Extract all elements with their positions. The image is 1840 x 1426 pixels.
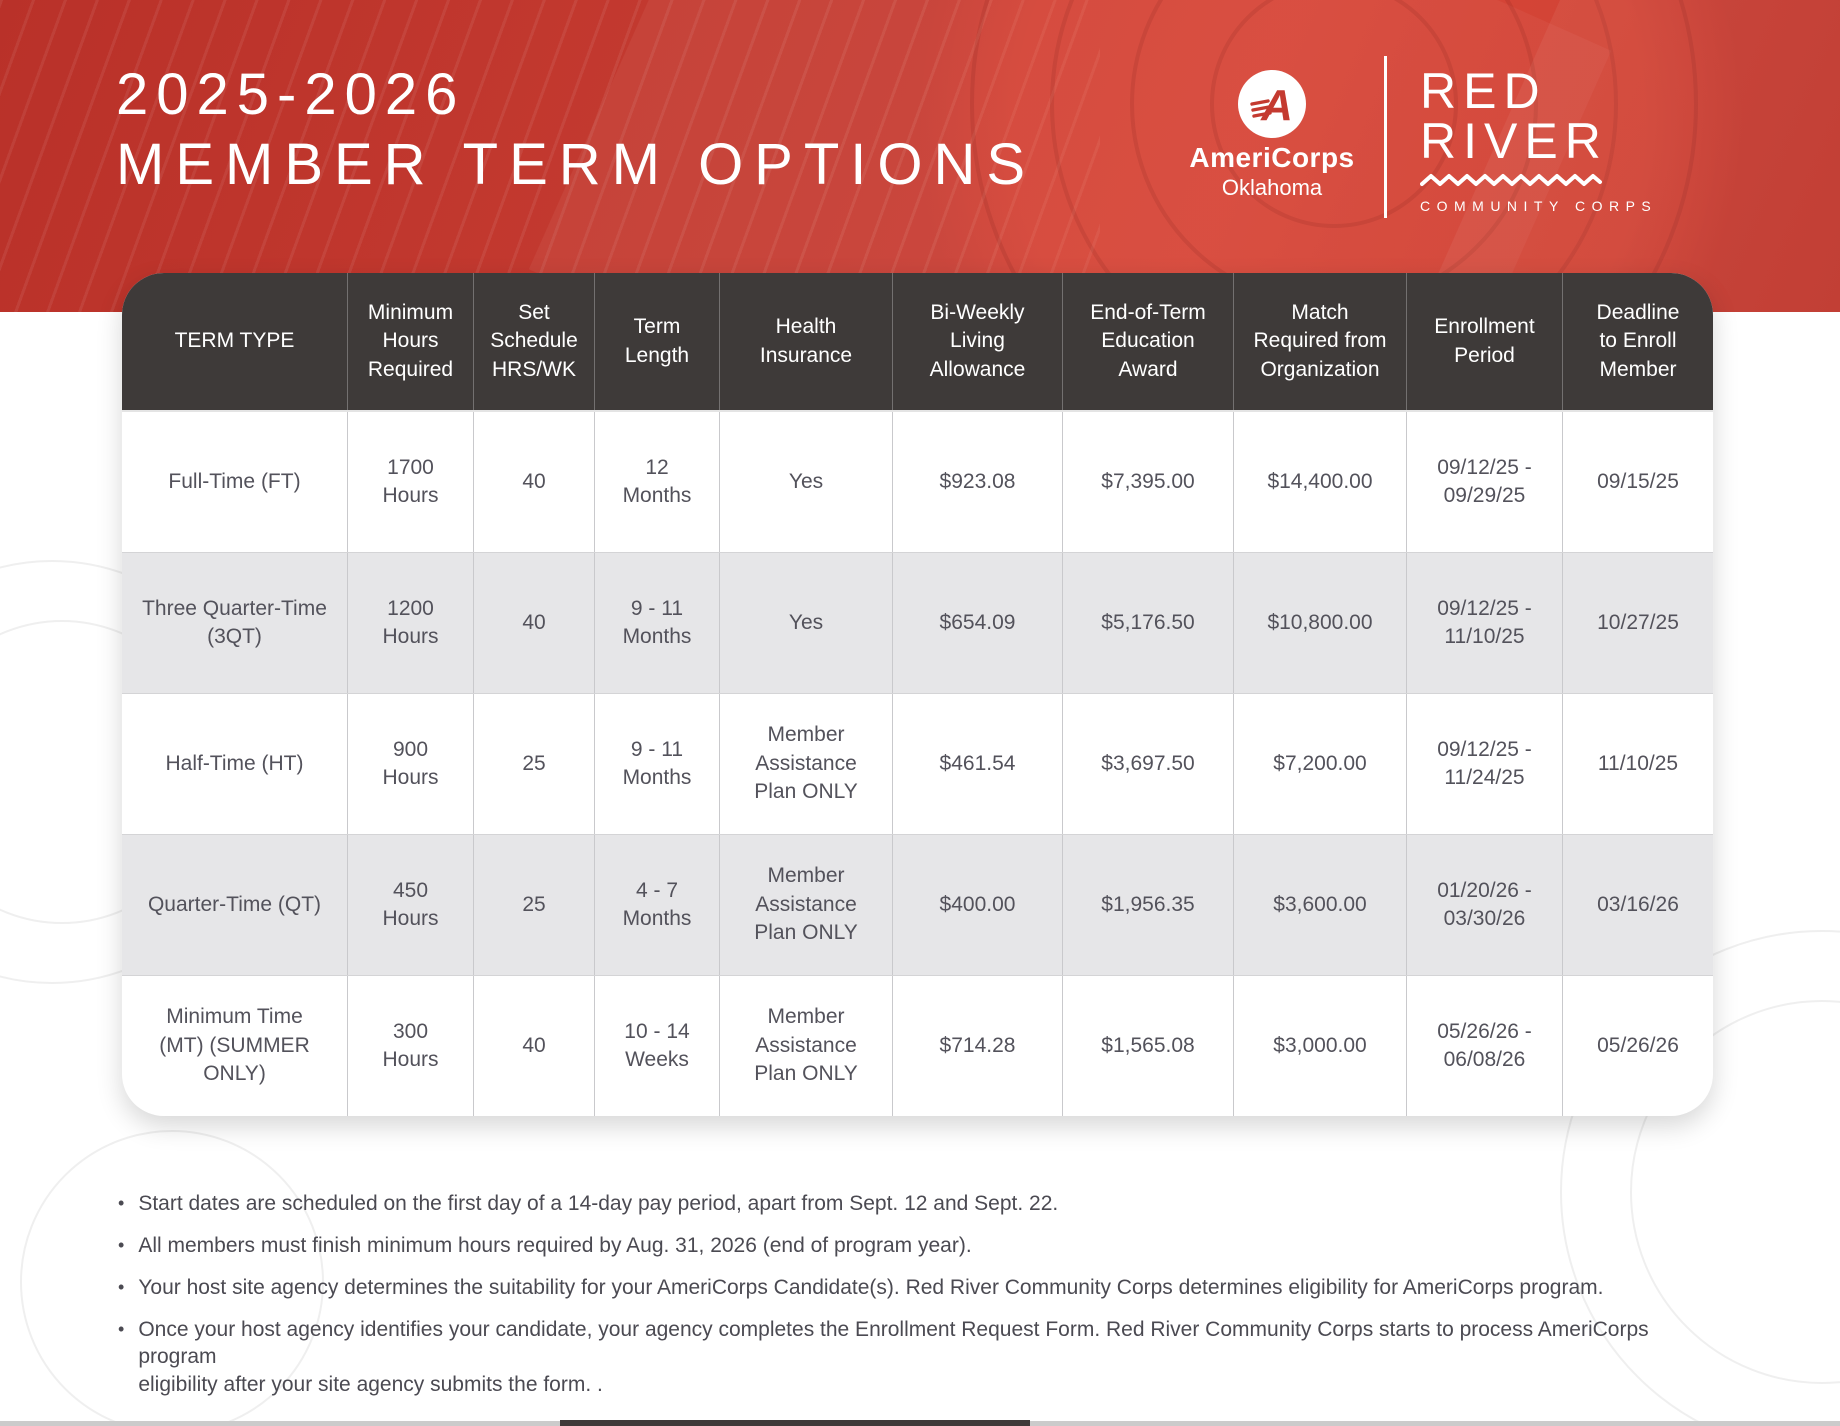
page-title: 2025-2026 MEMBER TERM OPTIONS [116,62,1036,198]
column-header: End-of-Term Education Award [1063,273,1234,410]
header-banner [0,0,1840,312]
bottom-edge-dark-bar [560,1420,1030,1426]
table-cell: 40 [474,976,595,1116]
table-cell: 450 Hours [348,835,474,975]
table-cell: $10,800.00 [1234,553,1407,693]
table-cell: 9 - 11 Months [595,694,720,834]
bullet-icon: • [118,1193,125,1213]
watermark-circle [20,1130,324,1426]
table-cell: Member Assistance Plan ONLY [720,694,893,834]
redriver-wordmark-line2: RIVER [1420,113,1608,169]
table-cell: 09/12/25 - 11/24/25 [1407,694,1563,834]
table-cell: $7,200.00 [1234,694,1407,834]
note-item: • Start dates are scheduled on the first … [118,1190,1728,1218]
table-cell: 03/16/26 [1597,892,1679,916]
column-header: Deadline to Enroll Member [1596,300,1680,381]
table-cell: 900 Hours [348,694,474,834]
river-wave-icon [1420,173,1657,192]
table-cell: 40 [474,553,595,693]
bullet-icon: • [118,1276,125,1297]
logo-divider [1384,56,1387,218]
diagonal-hatch-decoration [0,0,1100,312]
column-header: Match Required from Organization [1234,273,1407,410]
americorps-location: Oklahoma [1221,175,1323,200]
term-options-table: TERM TYPE Minimum Hours Required Set Sch… [122,273,1713,1116]
column-header: Set Schedule HRS/WK [474,273,595,410]
table-cell: $3,697.50 [1063,694,1234,834]
table-cell: 25 [474,694,595,834]
table-cell: 05/26/26 [1597,1033,1679,1057]
table-cell: $714.28 [893,976,1063,1116]
table-cell: 09/12/25 - 11/10/25 [1407,553,1563,693]
column-header: Term Length [595,273,720,410]
table-cell: $923.08 [893,412,1063,552]
redriver-tagline: COMMUNITY CORPS [1420,198,1658,214]
table-header-row: TERM TYPE Minimum Hours Required Set Sch… [122,273,1713,412]
table-cell: Member Assistance Plan ONLY [720,835,893,975]
note-text: Start dates are scheduled on the first d… [138,1192,1059,1215]
table-cell: 10 - 14 Weeks [595,976,720,1116]
table-cell: $14,400.00 [1234,412,1407,552]
redriver-wordmark-line1: RED [1420,63,1547,119]
table-cell: $461.54 [893,694,1063,834]
table-cell: 05/26/26 - 06/08/26 [1407,976,1563,1116]
table-row-full-time: Full-Time (FT) 1700 Hours 40 12 Months Y… [122,412,1713,552]
table-row-quarter-time: Quarter-Time (QT) 450 Hours 25 4 - 7 Mon… [122,834,1713,975]
note-item: • All members must finish minimum hours r… [118,1232,1728,1260]
table-cell: Yes [720,553,893,693]
table-cell: 300 Hours [348,976,474,1116]
table-cell: 09/12/25 - 09/29/25 [1407,412,1563,552]
column-header: TERM TYPE [122,273,348,410]
table-cell: 10/27/25 [1597,610,1679,634]
table-cell: $1,956.35 [1063,835,1234,975]
table-cell: $400.00 [893,835,1063,975]
bullet-icon: • [118,1318,125,1339]
table-cell: Full-Time (FT) [122,412,348,552]
table-cell: 40 [474,412,595,552]
americorps-logo: A AmeriCorps Oklahoma [1172,70,1372,201]
americorps-wordmark: AmeriCorps [1189,142,1355,173]
table-cell: Minimum Time (MT) (SUMMER ONLY) [122,976,348,1116]
americorps-eagle-icon: A [1238,70,1306,138]
table-cell: 11/10/25 [1597,751,1679,775]
note-text: All members must finish minimum hours re… [138,1233,972,1257]
table-cell: 25 [474,835,595,975]
table-cell: Yes [720,412,893,552]
table-row-minimum-time: Minimum Time (MT) (SUMMER ONLY) 300 Hour… [122,975,1713,1116]
bullet-icon: • [118,1234,125,1255]
column-header: Enrollment Period [1407,273,1563,410]
note-text: Your host site agency determines the sui… [138,1275,1604,1299]
table-cell: $3,600.00 [1234,835,1407,975]
table-cell: $1,565.08 [1063,976,1234,1116]
page-title-text: MEMBER TERM OPTIONS [116,132,1037,197]
table-cell: $7,395.00 [1063,412,1234,552]
table-row-half-time: Half-Time (HT) 900 Hours 25 9 - 11 Month… [122,693,1713,834]
table-cell: $5,176.50 [1063,553,1234,693]
table-cell: 01/20/26 - 03/30/26 [1407,835,1563,975]
note-text: Once your host agency identifies your ca… [138,1317,1649,1397]
table-cell: Member Assistance Plan ONLY [720,976,893,1116]
table-cell: 4 - 7 Months [595,835,720,975]
table-cell: 9 - 11 Months [595,553,720,693]
table-cell: 1700 Hours [348,412,474,552]
table-row-three-quarter-time: Three Quarter-Time (3QT) 1200 Hours 40 9… [122,552,1713,693]
table-cell: Three Quarter-Time (3QT) [122,553,348,693]
page-title-years: 2025-2026 [116,62,466,127]
table-cell: $3,000.00 [1234,976,1407,1116]
note-item: • Your host site agency determines the su… [118,1274,1728,1302]
svg-text:A: A [1260,81,1293,130]
notes-list: • Start dates are scheduled on the first … [118,1190,1728,1413]
column-header: Bi-Weekly Living Allowance [893,273,1063,410]
table-cell: Quarter-Time (QT) [122,835,348,975]
table-cell: $654.09 [893,553,1063,693]
note-item: • Once your host agency identifies your c… [118,1316,1728,1399]
redriver-logo: RED RIVER COMMUNITY CORPS [1420,66,1657,214]
table-cell: 1200 Hours [348,553,474,693]
table-cell: 12 Months [595,412,720,552]
table-cell: Half-Time (HT) [122,694,348,834]
column-header: Health Insurance [720,273,893,410]
table-cell: 09/15/25 [1597,469,1679,493]
column-header: Minimum Hours Required [348,273,474,410]
